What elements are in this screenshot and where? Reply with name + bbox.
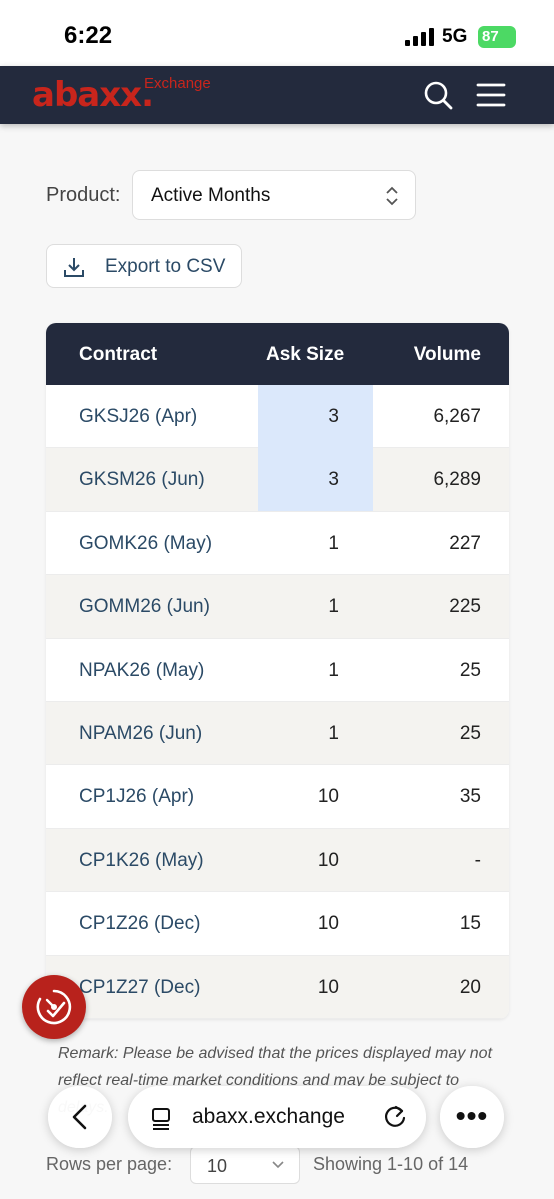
contract-link[interactable]: GKSM26 (Jun)	[79, 469, 205, 491]
ask-size-cell: 1	[328, 659, 339, 681]
table-row[interactable]: CP1J26 (Apr) 10 35	[46, 765, 509, 829]
chevron-down-icon	[272, 1161, 284, 1169]
volume-cell: 25	[459, 659, 481, 681]
ask-size-cell: 10	[317, 913, 339, 935]
volume-cell: -	[474, 849, 481, 871]
volume-cell: 6,289	[433, 469, 481, 491]
chevron-left-icon	[72, 1104, 87, 1130]
ask-size-cell: 1	[328, 596, 339, 618]
help-widget-button[interactable]	[22, 975, 86, 1039]
volume-cell: 227	[449, 532, 481, 554]
product-select[interactable]: Active Months	[132, 170, 416, 220]
table-row[interactable]: NPAM26 (Jun) 1 25	[46, 701, 509, 766]
site-header: abaxx. Exchange	[0, 66, 554, 124]
status-bar: 6:22 5G 87	[0, 0, 554, 66]
rows-per-page-select[interactable]: 10	[190, 1146, 300, 1184]
ask-size-cell: 1	[328, 532, 339, 554]
volume-cell: 6,267	[433, 406, 481, 427]
logo-subtitle: Exchange	[144, 75, 211, 92]
abaxx-logo[interactable]: abaxx.	[32, 75, 154, 115]
table-row[interactable]: CP1K26 (May) 10 -	[46, 828, 509, 893]
table-header: Contract Ask Size Volume	[46, 323, 509, 385]
column-header-contract[interactable]: Contract	[79, 344, 158, 365]
contract-link[interactable]: NPAM26 (Jun)	[79, 722, 203, 744]
browser-address-bar[interactable]: abaxx.exchange	[128, 1086, 426, 1148]
ask-size-cell: 10	[317, 849, 339, 871]
browser-more-button[interactable]: •••	[440, 1086, 504, 1148]
download-icon	[64, 258, 84, 277]
chevron-up-down-icon	[386, 186, 398, 206]
volume-cell: 15	[459, 913, 481, 935]
table-row[interactable]: GOMM26 (Jun) 1 225	[46, 575, 509, 639]
column-header-ask-size[interactable]: Ask Size	[266, 344, 345, 365]
table-body: GKSJ26 (Apr) 3 6,267 GKSM26 (Jun) 3 6,28…	[46, 385, 509, 1019]
rows-per-page-label: Rows per page:	[46, 1154, 173, 1174]
volume-cell: 25	[459, 722, 481, 744]
contract-link[interactable]: NPAK26 (May)	[79, 659, 205, 681]
ask-size-cell: 1	[328, 722, 339, 744]
contract-link[interactable]: CP1Z26 (Dec)	[79, 913, 201, 935]
product-label: Product:	[46, 184, 121, 206]
table-row[interactable]: GKSJ26 (Apr) 3 6,267	[46, 385, 509, 449]
ask-size-cell: 10	[317, 976, 339, 998]
reload-icon[interactable]	[382, 1104, 408, 1130]
contract-link[interactable]: CP1J26 (Apr)	[79, 786, 195, 808]
column-header-volume[interactable]: Volume	[413, 344, 481, 365]
contract-link[interactable]: GOMM26 (Jun)	[79, 596, 210, 618]
browser-domain: abaxx.exchange	[192, 1105, 345, 1128]
browser-back-button[interactable]	[48, 1086, 112, 1148]
contract-link[interactable]: GOMK26 (May)	[79, 532, 213, 554]
export-csv-button[interactable]: Export to CSV	[46, 244, 242, 288]
browser-toolbar: abaxx.exchange •••	[0, 1080, 554, 1160]
pagination-summary: Showing 1-10 of 14	[313, 1154, 469, 1174]
contract-link[interactable]: CP1K26 (May)	[79, 849, 204, 871]
ask-size-cell: 3	[258, 385, 373, 448]
network-type: 5G	[442, 26, 468, 47]
table-row[interactable]: GKSM26 (Jun) 3 6,289	[46, 448, 509, 512]
status-time: 6:22	[64, 22, 113, 49]
rows-per-page-value: 10	[207, 1156, 228, 1176]
clock-check-icon	[36, 989, 72, 1025]
hamburger-menu-icon[interactable]	[474, 78, 508, 112]
more-options-icon: •••	[455, 1100, 489, 1131]
ask-size-cell: 3	[258, 448, 373, 512]
search-icon[interactable]	[421, 78, 455, 112]
table-row[interactable]: NPAK26 (May) 1 25	[46, 639, 509, 702]
contract-link[interactable]: GKSJ26 (Apr)	[79, 406, 198, 427]
signal-icon	[405, 28, 434, 46]
volume-cell: 225	[449, 596, 481, 618]
product-select-value: Active Months	[151, 185, 271, 206]
table-row[interactable]: CP1Z27 (Dec) 10 20	[46, 955, 509, 1019]
contracts-table: Contract Ask Size Volume GKSJ26 (Apr) 3 …	[46, 323, 509, 1019]
ask-size-cell: 10	[317, 786, 339, 808]
table-row[interactable]: CP1Z26 (Dec) 10 15	[46, 892, 509, 956]
battery-indicator: 87	[478, 26, 516, 48]
tabs-icon	[152, 1108, 170, 1130]
volume-cell: 20	[459, 976, 481, 998]
export-csv-label: Export to CSV	[105, 256, 226, 277]
table-row[interactable]: GOMK26 (May) 1 227	[46, 512, 509, 576]
volume-cell: 35	[459, 786, 481, 808]
contract-link[interactable]: CP1Z27 (Dec)	[79, 976, 201, 998]
